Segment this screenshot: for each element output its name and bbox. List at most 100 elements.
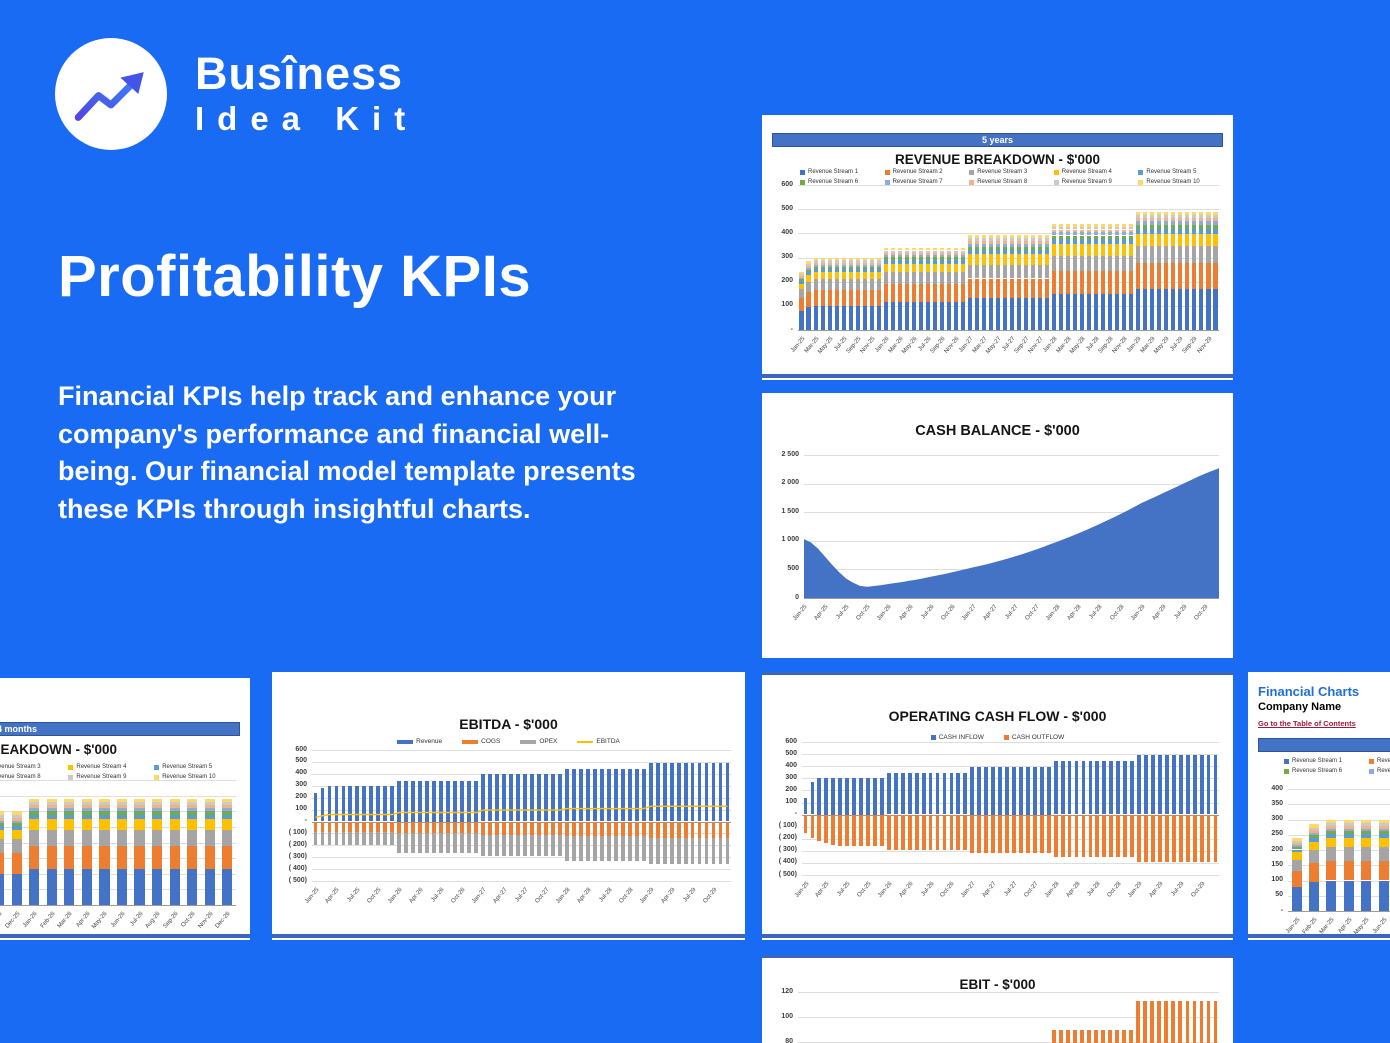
bar-segment bbox=[988, 265, 993, 279]
bar-segment bbox=[362, 785, 367, 822]
bar-segment bbox=[855, 257, 860, 261]
bar-segment bbox=[1213, 215, 1218, 219]
bar-segment bbox=[1164, 211, 1169, 215]
bar-segment bbox=[1199, 229, 1204, 235]
bar-segment bbox=[900, 814, 905, 850]
bar-segment bbox=[134, 808, 145, 811]
bar-segment bbox=[718, 837, 723, 865]
bar-segment bbox=[327, 831, 332, 846]
bar-segment bbox=[1122, 226, 1127, 230]
bar-segment bbox=[1150, 263, 1155, 290]
bar-segment bbox=[883, 252, 888, 256]
bar-segment bbox=[806, 292, 811, 307]
bar-segment bbox=[488, 774, 492, 822]
bar-segment bbox=[116, 805, 128, 809]
bar-segment bbox=[918, 260, 923, 264]
bar-segment bbox=[967, 243, 972, 247]
legend-swatch bbox=[969, 169, 975, 175]
bar-segment bbox=[813, 269, 818, 272]
bar-segment bbox=[1101, 270, 1106, 294]
bar-segment bbox=[711, 821, 716, 838]
gridline bbox=[312, 881, 731, 882]
bar-segment bbox=[1101, 293, 1106, 331]
bar-segment bbox=[697, 837, 702, 865]
bar-segment bbox=[820, 266, 825, 270]
bar-segment bbox=[187, 802, 198, 806]
bar-segment bbox=[1361, 860, 1372, 881]
bar-segment bbox=[313, 831, 318, 846]
bar-segment bbox=[99, 805, 110, 809]
bar-segment bbox=[634, 769, 639, 822]
gridline bbox=[312, 833, 731, 835]
bar-segment bbox=[1178, 814, 1183, 862]
legend-swatch bbox=[1284, 768, 1289, 774]
bar-segment bbox=[627, 769, 632, 822]
bar-segment bbox=[1171, 224, 1176, 229]
bar-segment bbox=[939, 272, 944, 285]
bar-segment bbox=[1002, 234, 1008, 239]
bar-segment bbox=[613, 836, 618, 862]
bar-segment bbox=[1052, 239, 1057, 245]
bar-segment bbox=[29, 845, 40, 869]
bar-segment bbox=[64, 845, 75, 869]
bar-segment bbox=[1031, 254, 1036, 266]
bar-segment bbox=[495, 834, 499, 857]
bar-segment bbox=[599, 769, 604, 822]
bar-segment bbox=[981, 265, 986, 279]
bar-segment bbox=[369, 785, 374, 822]
bar-segment bbox=[439, 833, 444, 854]
chart-legend: Revenue Stream 1 Revenue Stream 2 Revenue … bbox=[800, 169, 1223, 185]
bar-segment bbox=[29, 819, 40, 830]
bar-segment bbox=[0, 826, 5, 831]
bar-segment bbox=[564, 769, 569, 822]
table-of-contents-link[interactable]: Go to the Table of Contents bbox=[1258, 719, 1356, 728]
bar-segment bbox=[11, 823, 22, 827]
bar-segment bbox=[820, 257, 825, 261]
bar-segment bbox=[970, 766, 975, 815]
legend-item: Revenue Stream 5 bbox=[154, 764, 240, 770]
bar-segment bbox=[544, 821, 548, 835]
legend-item: Revenue Stream 7 bbox=[884, 179, 970, 185]
bar-segment bbox=[1378, 880, 1389, 911]
bar-segment bbox=[942, 773, 947, 815]
bar-segment bbox=[967, 254, 972, 266]
bar-segment bbox=[890, 252, 895, 256]
bar-segment bbox=[1192, 234, 1197, 246]
bar-segment bbox=[904, 272, 909, 285]
legend-label: Revenue Stream 7 bbox=[1377, 768, 1390, 774]
bar-segment bbox=[99, 802, 110, 806]
period-header-bar bbox=[1258, 738, 1390, 752]
bar-segment bbox=[1150, 1000, 1155, 1043]
gridline bbox=[798, 209, 1219, 211]
bar-segment bbox=[1115, 229, 1120, 233]
bar-segment bbox=[890, 284, 895, 303]
bar-segment bbox=[932, 252, 937, 256]
bar-segment bbox=[1059, 226, 1064, 230]
bar-segment bbox=[1059, 256, 1064, 271]
bar-segment bbox=[204, 845, 215, 869]
bar-segment bbox=[1122, 270, 1127, 294]
revenue-breakdown-24m-plot: 40035030025020015010050-Jan-25Feb-25Mar-… bbox=[0, 778, 244, 938]
bar-segment bbox=[151, 810, 163, 815]
gridline bbox=[0, 780, 236, 781]
bar-segment bbox=[988, 246, 993, 250]
legend-swatch bbox=[800, 169, 805, 175]
bar-segment bbox=[1109, 761, 1114, 815]
bar-segment bbox=[1164, 814, 1169, 862]
bar-segment bbox=[1136, 245, 1141, 264]
bar-segment bbox=[897, 302, 902, 330]
bar-segment bbox=[886, 814, 891, 850]
gridline bbox=[312, 797, 731, 799]
bar-segment bbox=[1171, 814, 1176, 862]
bar-segment bbox=[151, 802, 163, 806]
bar-segment bbox=[890, 257, 895, 261]
bar-segment bbox=[918, 284, 923, 303]
legend-swatch bbox=[1284, 758, 1289, 764]
bar-segment bbox=[648, 763, 653, 822]
bar-segment bbox=[571, 821, 576, 837]
bar-segment bbox=[1122, 1029, 1127, 1043]
bar-segment bbox=[1094, 293, 1099, 331]
bar-segment bbox=[806, 307, 811, 330]
bar-segment bbox=[1129, 270, 1134, 294]
bar-segment bbox=[974, 243, 979, 247]
